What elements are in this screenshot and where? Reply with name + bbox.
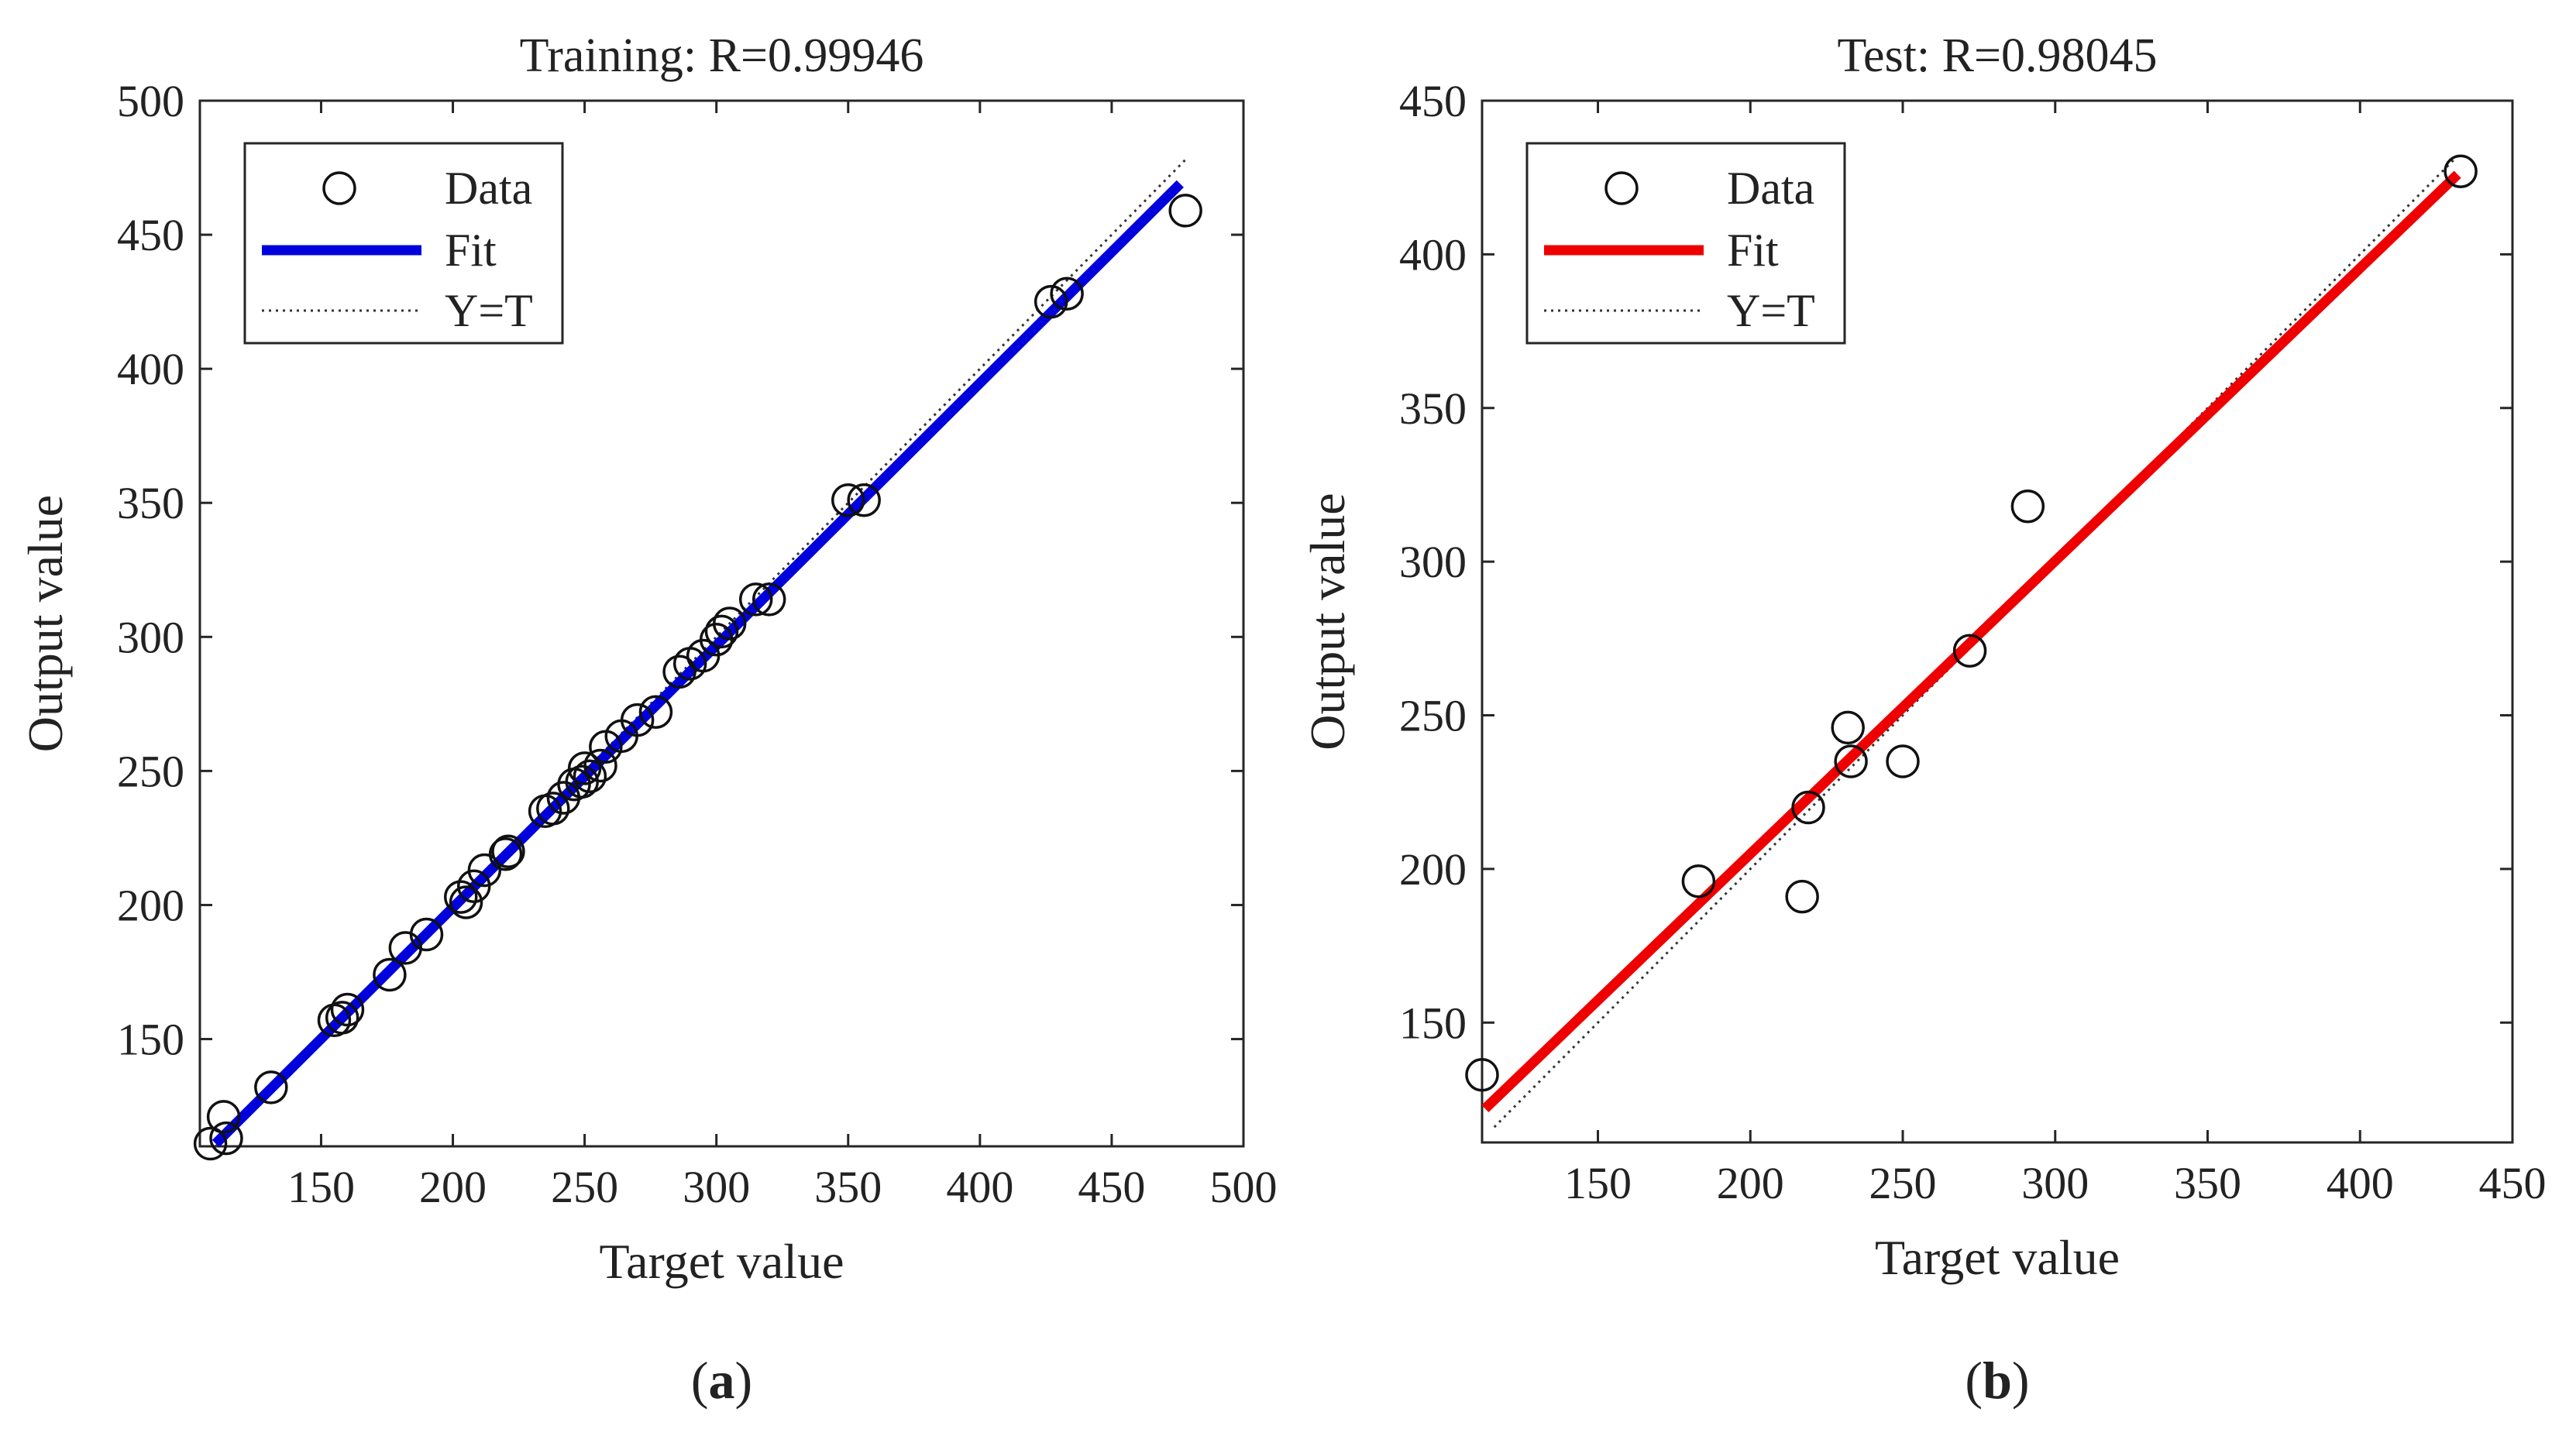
chart-2-x-axis-label: Target value — [1875, 1230, 2120, 1285]
chart-1-data-point — [467, 853, 502, 888]
chart-2-y-tick-label: 300 — [1399, 537, 1467, 587]
chart-1-legend-label: Y=T — [445, 285, 533, 336]
chart-2-x-tick-label: 300 — [2021, 1158, 2089, 1208]
chart-1-data-point — [567, 751, 602, 785]
chart-2-caption-letter: b — [1983, 1351, 2012, 1410]
chart-1-y-tick-label: 500 — [117, 76, 184, 126]
chart-2-y-tick-label: 350 — [1399, 383, 1467, 434]
chart-2-y-tick-label: 250 — [1399, 691, 1467, 741]
chart-1-x-tick-label: 250 — [551, 1162, 618, 1212]
chart-1-data-point — [1050, 277, 1084, 311]
chart-1-data-point — [583, 748, 617, 783]
chart-1-title: Training: R=0.99946 — [520, 29, 924, 82]
chart-1-data-point — [620, 703, 655, 737]
chart-1-y-tick-label: 400 — [117, 344, 184, 394]
chart-2-legend-label: Y=T — [1727, 285, 1815, 336]
chart-1-data-point — [847, 483, 881, 517]
chart-2-data-point — [1785, 879, 1819, 914]
chart-2-y-tick-label: 450 — [1399, 76, 1467, 126]
chart-2-y-tick-label: 400 — [1399, 229, 1467, 280]
chart-1-x-tick-label: 400 — [946, 1162, 1013, 1212]
chart-2-data-point — [2010, 489, 2045, 524]
chart-1-data-point — [409, 917, 444, 952]
chart-1-y-tick-label: 300 — [117, 612, 184, 662]
chart-2-data-point — [1465, 1057, 1499, 1092]
chart-2-x-tick-label: 400 — [2327, 1158, 2394, 1208]
chart-2-y-tick-label: 150 — [1399, 998, 1467, 1048]
chart-1-data-point — [449, 885, 483, 919]
chart-2-caption-close-paren: ) — [2012, 1351, 2030, 1410]
chart-2-x-tick-label: 250 — [1869, 1158, 1937, 1208]
chart-1-data-point — [325, 1001, 359, 1035]
chart-1-data-point — [662, 654, 696, 689]
chart-1-data-point — [738, 582, 773, 617]
chart-1-data-point — [488, 837, 523, 871]
chart-2-y-axis-label: Output value — [1300, 493, 1355, 750]
chart-1-data-point — [1168, 194, 1202, 228]
chart-1-x-tick-label: 200 — [419, 1162, 487, 1212]
chart-2-legend-label: Data — [1727, 163, 1814, 214]
chart-1-data-point — [751, 582, 786, 617]
chart-1-y-axis-label: Output value — [18, 495, 73, 752]
chart-2-fit-line — [1481, 170, 2461, 1113]
chart-1-caption-letter: a — [709, 1351, 735, 1410]
chart-1-y-tick-label: 150 — [117, 1015, 184, 1065]
chart-1-legend-label: Fit — [445, 225, 497, 276]
chart-1-data-point — [254, 1070, 288, 1104]
chart-2-data-point — [1834, 744, 1868, 778]
chart-2-caption: (b) — [1965, 1351, 2029, 1410]
chart-1-data-point — [1033, 284, 1068, 319]
chart-2-y-tick-label: 200 — [1399, 844, 1467, 895]
chart-2-data-point — [1791, 790, 1825, 825]
chart-1-data-point — [712, 606, 747, 641]
chart-2-caption-open-paren: ( — [1965, 1351, 1983, 1410]
chart-1-data-point — [330, 992, 365, 1027]
chart-1-data-point — [831, 483, 865, 517]
chart-1-caption-close-paren: ) — [735, 1351, 753, 1410]
chart-1-y-tick-label: 450 — [117, 210, 184, 260]
chart-2-data-point — [1886, 744, 1920, 778]
chart-1-y-tick-label: 250 — [117, 746, 184, 796]
chart-1-x-tick-label: 300 — [683, 1162, 750, 1212]
chart-2-x-tick-label: 450 — [2479, 1158, 2547, 1208]
chart-1-data-point — [209, 1121, 243, 1156]
chart-1-x-tick-label: 450 — [1078, 1162, 1145, 1212]
chart-1-data-point — [536, 792, 570, 826]
chart-1-data-point — [373, 957, 407, 992]
chart-2-legend-marker-data — [1604, 171, 1639, 205]
chart-1-caption: (a) — [691, 1351, 752, 1410]
chart-2-data-point — [1681, 864, 1716, 898]
chart-1-data-point — [704, 614, 739, 649]
chart-1-x-tick-label: 500 — [1210, 1162, 1278, 1212]
chart-1-x-tick-label: 150 — [287, 1162, 355, 1212]
chart-2-data-point — [2444, 154, 2478, 189]
chart-1-data-point — [491, 834, 525, 868]
chart-1-y-tick-label: 350 — [117, 478, 184, 528]
chart-2-legend-label: Fit — [1727, 225, 1779, 276]
chart-2-x-tick-label: 350 — [2174, 1158, 2241, 1208]
chart-2-data-point — [1952, 634, 1987, 668]
chart-2-x-tick-label: 150 — [1564, 1158, 1632, 1208]
chart-1-data-point — [206, 1100, 241, 1134]
chart-1-x-axis-label: Target value — [600, 1234, 844, 1289]
chart-1-y-tick-label: 200 — [117, 880, 184, 930]
chart-1-x-tick-label: 350 — [814, 1162, 882, 1212]
chart-1-data-point — [573, 759, 607, 794]
chart-2-data-point — [1831, 710, 1865, 745]
chart-1-caption-open-paren: ( — [691, 1351, 709, 1410]
chart-1-data-point — [193, 1126, 228, 1161]
chart-1-data-point — [444, 880, 478, 914]
chart-1-legend-label: Data — [445, 163, 532, 214]
chart-2-title: Test: R=0.98045 — [1838, 29, 2158, 82]
chart-1-legend-marker-data — [322, 171, 356, 205]
chart-2-x-tick-label: 200 — [1717, 1158, 1784, 1208]
chart-1-data-point — [638, 695, 673, 729]
